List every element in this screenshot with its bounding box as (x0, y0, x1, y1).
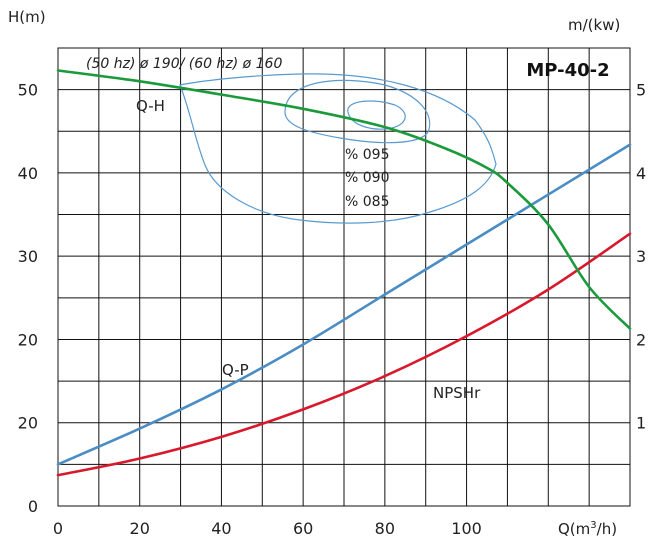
x-tick-label: 20 (130, 519, 150, 538)
series-label-npshr: NPSHr (433, 384, 481, 402)
right-tick-label: 3 (636, 247, 646, 266)
left-tick-labels: 0 20 20 30 40 50 (18, 81, 38, 516)
efficiency-contours (179, 73, 497, 224)
left-tick-label: 50 (18, 81, 38, 100)
x-tick-labels: 0 20 40 60 80 100 (53, 519, 482, 538)
left-tick-label: 30 (18, 247, 38, 266)
x-tick-label: 0 (53, 519, 63, 538)
series-line-qp (56, 143, 632, 466)
right-tick-label: 4 (636, 164, 646, 183)
right-tick-label: 5 (636, 81, 646, 100)
plot-frame (57, 47, 631, 507)
efficiency-label-090: % 090 (345, 170, 389, 186)
series-line-qh (56, 69, 632, 330)
grid-lines (58, 48, 630, 506)
x-tick-label: 100 (451, 519, 482, 538)
x-tick-label: 60 (293, 519, 313, 538)
left-axis-label: H(m) (8, 8, 46, 26)
efficiency-contour-085 (179, 73, 497, 224)
efficiency-contour-095 (347, 100, 406, 130)
series-layer (56, 69, 632, 477)
left-tick-label: 40 (18, 164, 38, 183)
right-axis-label: m/(kw) (568, 16, 620, 34)
series-label-qp: Q-P (222, 361, 249, 379)
x-tick-label: 40 (211, 519, 231, 538)
efficiency-label-095: % 095 (345, 147, 389, 163)
left-tick-label: 0 (28, 497, 38, 516)
left-tick-label: 20 (18, 330, 38, 349)
right-tick-labels: 1 2 3 4 5 (636, 81, 646, 433)
right-tick-label: 1 (636, 414, 646, 433)
efficiency-label-085: % 085 (345, 194, 389, 210)
left-tick-label: 20 (18, 414, 38, 433)
impeller-label: (50 hz) ø 190/ (60 hz) ø 160 (86, 56, 282, 72)
series-line-npshr (56, 232, 632, 477)
chart-title: MP-40-2 (526, 60, 609, 81)
x-axis-label: Q(m3/h) (558, 520, 617, 538)
efficiency-contour-090 (284, 79, 431, 144)
x-tick-label: 80 (375, 519, 395, 538)
series-label-qh: Q-H (136, 97, 165, 115)
right-tick-label: 2 (636, 330, 646, 349)
